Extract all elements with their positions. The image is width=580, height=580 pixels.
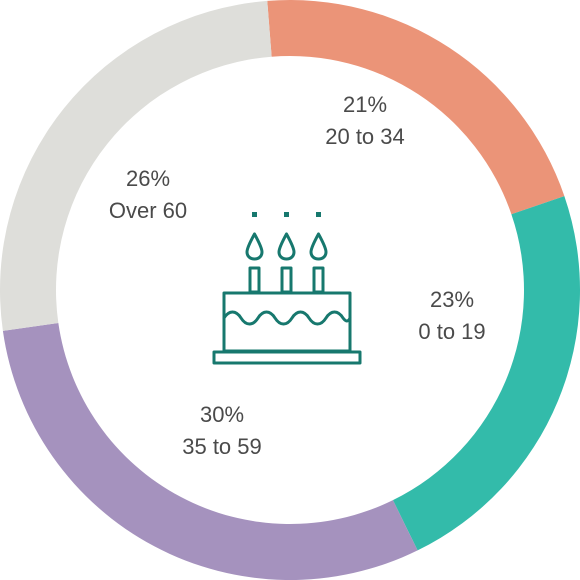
slice-category-label: 20 to 34	[325, 124, 405, 149]
slice-percent-label: 30%	[200, 402, 244, 427]
slice-label: 21% 20 to 34	[325, 92, 405, 149]
birthday-cake-icon	[212, 212, 362, 365]
slice-percent-label: 23%	[430, 287, 474, 312]
slice-percent-label: 26%	[126, 166, 170, 191]
slice-label: 30% 35 to 59	[182, 402, 262, 459]
slice-category-label: 0 to 19	[418, 319, 485, 344]
slice-label: 26% Over 60	[109, 166, 187, 223]
donut-slice	[267, 0, 565, 215]
donut-slice	[2, 322, 418, 580]
donut-slice	[392, 196, 580, 551]
slice-label: 23% 0 to 19	[418, 287, 485, 344]
slice-category-label: Over 60	[109, 198, 187, 223]
slice-category-label: 35 to 59	[182, 434, 262, 459]
slice-percent-label: 21%	[343, 92, 387, 117]
slice-labels: 21% 20 to 34 23% 0 to 19 30% 35 to 59 26% Over …	[109, 92, 486, 459]
donut-slice	[0, 0, 272, 331]
